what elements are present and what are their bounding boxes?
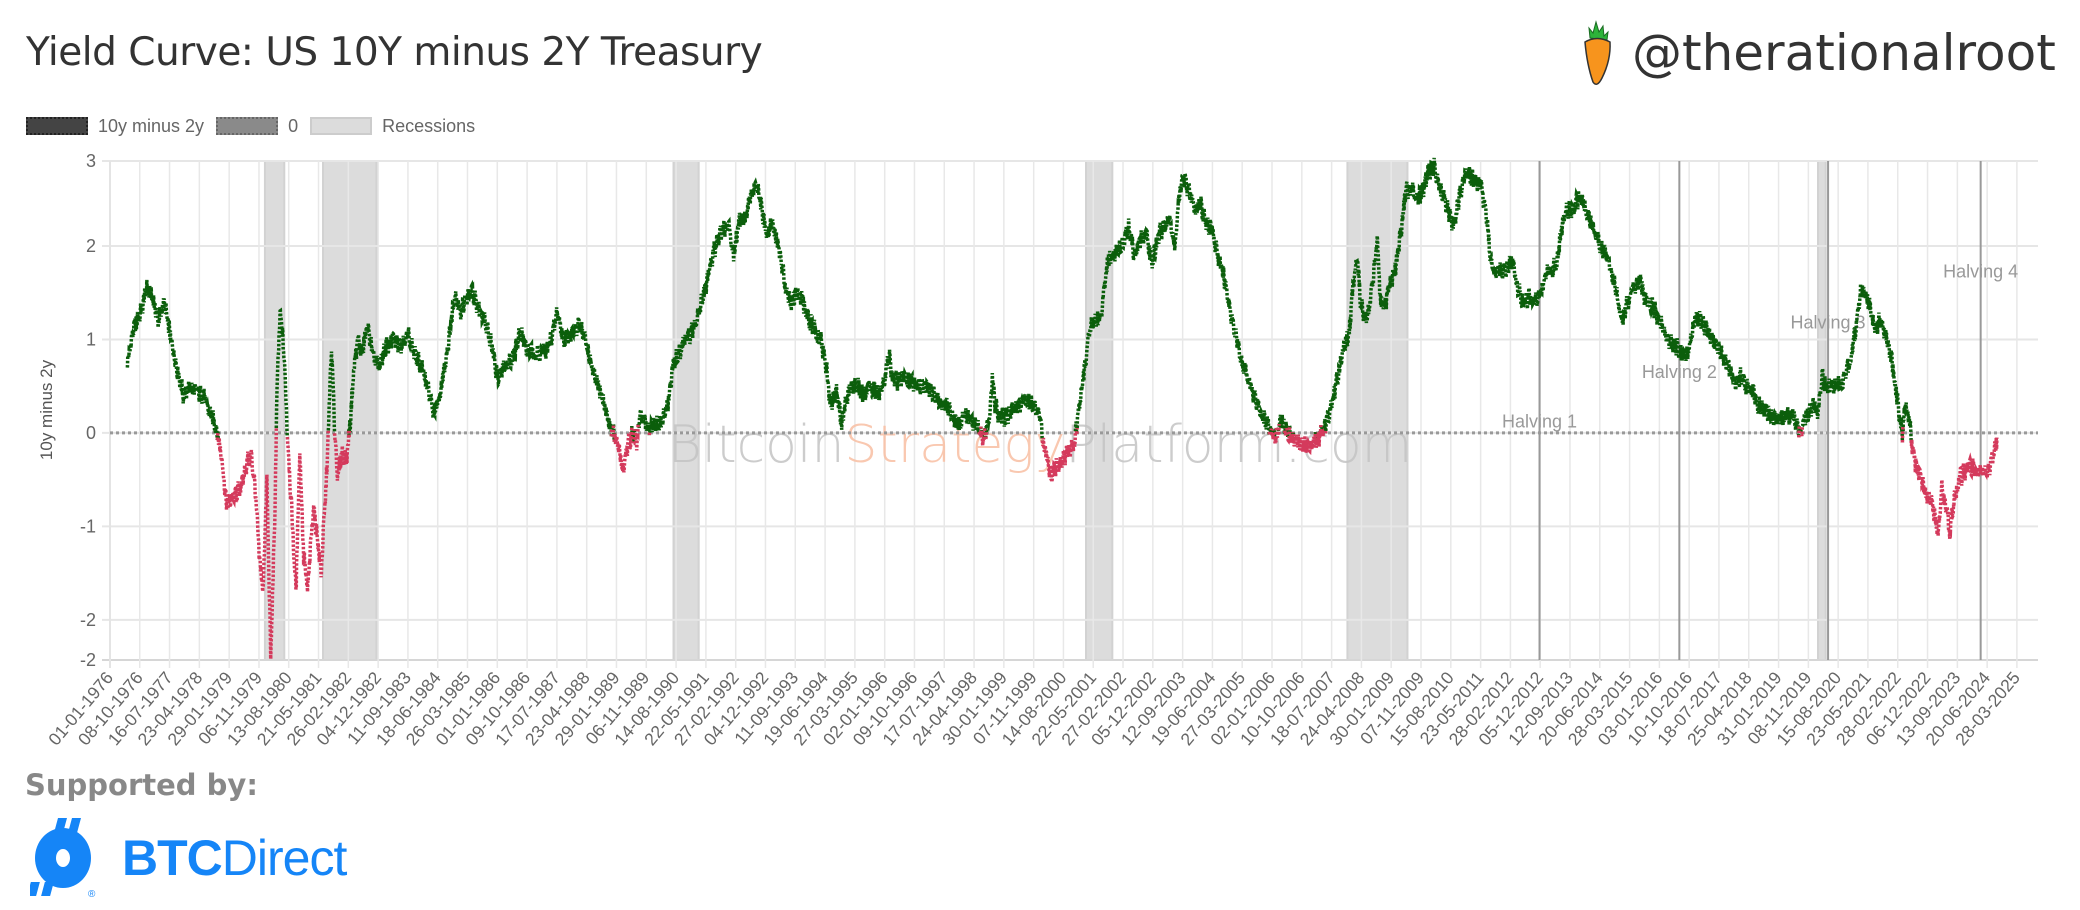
y-tick-label: -2 <box>80 610 96 630</box>
halving-markers: Halving 1 Halving 2 Halving 3 Halving 4 <box>1502 161 2018 660</box>
carrot-logo-icon <box>1584 20 1611 85</box>
halving-label: Halving 4 <box>1943 261 2018 281</box>
sponsor-name: BTCDirect <box>122 829 348 887</box>
y-tick-label: 1 <box>86 329 96 349</box>
author-handle: @therationalroot <box>1632 24 2056 82</box>
series-positive-segments <box>125 157 1913 444</box>
legend-item-series[interactable]: 10y minus 2y <box>26 116 204 137</box>
yield-curve-chart: Halving 1 Halving 2 Halving 3 Halving 4 Bit… <box>37 151 2038 750</box>
recession-bands <box>263 160 1827 661</box>
legend-swatch-series <box>26 117 88 135</box>
registered-mark: ® <box>88 889 96 898</box>
legend-swatch-recessions <box>310 117 373 135</box>
svg-text:BitcoinStrategyPlatform.com: BitcoinStrategyPlatform.com <box>668 415 1413 475</box>
y-tick-label: 3 <box>86 151 96 171</box>
sponsor-name-bold: BTC <box>122 830 223 886</box>
y-tick-label: -1 <box>80 516 96 536</box>
page-title: Yield Curve: US 10Y minus 2Y Treasury <box>26 30 763 75</box>
recession-band <box>672 160 700 661</box>
legend-label: 0 <box>288 115 299 136</box>
btc-direct-logo[interactable]: ® BTCDirect <box>30 818 348 898</box>
halving-label: Halving 3 <box>1791 313 1866 333</box>
y-axis-ticks: 3 2 1 0 -1 -2 -2 <box>80 151 96 670</box>
legend-label: Recessions <box>382 115 476 136</box>
legend-item-zero[interactable]: 0 <box>216 116 298 137</box>
legend-swatch-zero <box>216 117 279 135</box>
halving-label: Halving 1 <box>1502 412 1577 432</box>
y-tick-label: 2 <box>86 236 96 256</box>
series-negative-segments <box>215 423 1999 660</box>
chart-legend: 10y minus 2y 0 Recessions <box>26 114 487 138</box>
recession-band <box>1346 160 1409 661</box>
series-10y-minus-2y <box>125 157 1999 660</box>
watermark-part3: Platform.com <box>1065 415 1412 475</box>
legend-item-recessions[interactable]: Recessions <box>310 116 475 137</box>
sponsor-name-rest: Direct <box>221 830 348 886</box>
btc-direct-icon: ® <box>30 818 96 898</box>
y-tick-label: -2 <box>80 650 96 670</box>
y-tick-label: 0 <box>86 423 96 443</box>
legend-label: 10y minus 2y <box>98 115 205 136</box>
y-axis-label: 10y minus 2y <box>37 359 56 460</box>
supported-by-label: Supported by: <box>25 768 258 802</box>
watermark-part1: Bitcoin <box>668 415 845 475</box>
halving-label: Halving 2 <box>1642 362 1717 382</box>
recession-band <box>1084 160 1114 661</box>
x-axis-ticks: 01-01-197608-10-197616-07-197723-04-1978… <box>44 668 2024 750</box>
watermark: BitcoinStrategyPlatform.com <box>668 415 1413 475</box>
